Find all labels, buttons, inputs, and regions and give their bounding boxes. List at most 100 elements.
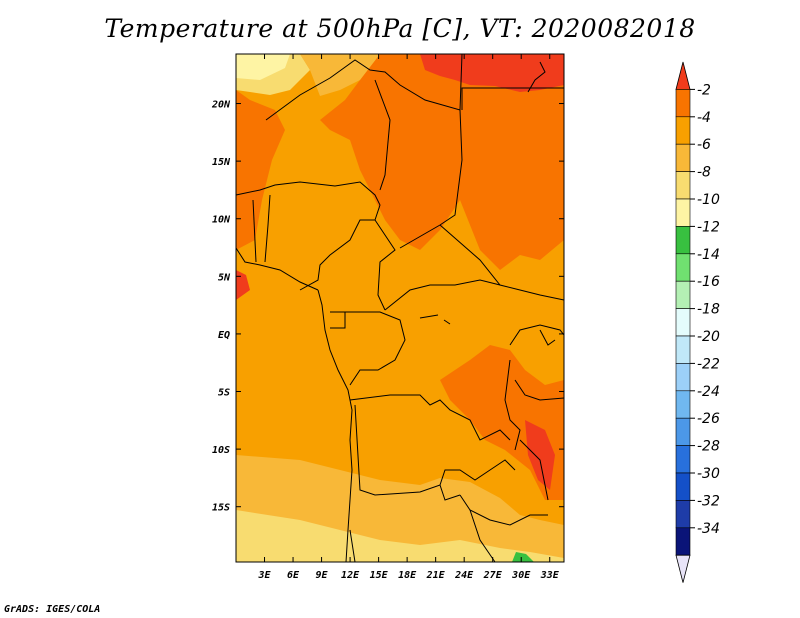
colorbar-segment: [675, 500, 691, 529]
field-hot-se: [525, 420, 555, 490]
border-botswana: [469, 509, 496, 563]
colorbar-label: -30: [697, 466, 720, 482]
lat-tick-label: 5S: [218, 388, 230, 399]
lon-tick-label: 24E: [454, 570, 474, 581]
border-gabon-congo: [345, 311, 406, 386]
grads-credit: GrADS: IGES/COLA: [4, 604, 101, 615]
border-uganda-kenya: [509, 324, 565, 346]
border-benin-nigeria: [264, 194, 271, 263]
colorbar-segment: [675, 89, 691, 118]
colorbar-label: -12: [697, 219, 720, 235]
map-title: Temperature at 500hPa [C], VT: 202008201…: [104, 14, 696, 43]
lat-tick-label: EQ: [218, 330, 230, 341]
border-zimbabwe: [459, 494, 548, 526]
border-namibia-sa: [349, 529, 356, 563]
latitude-ticks: 20N 15N 10N 5N EQ 5S 10S 15S: [211, 100, 564, 514]
lon-tick-label: 9E: [316, 570, 329, 581]
field-warm-north: [320, 54, 564, 270]
country-borders: [235, 53, 565, 563]
lon-tick-label: 33E: [540, 570, 560, 581]
colorbar-label: -32: [697, 493, 720, 509]
lon-tick-label: 3E: [257, 570, 271, 581]
colorbar-segment: [675, 527, 691, 556]
river-congo: [419, 314, 451, 325]
colorbar-segment: [675, 253, 691, 282]
colorbar-label: -18: [697, 302, 720, 318]
atlantic-coast: [317, 289, 353, 563]
border-libya-algeria: [265, 53, 463, 121]
colorbar-segment: [675, 308, 691, 337]
colorbar-segment: [675, 226, 691, 255]
colorbar-label: -6: [697, 137, 711, 153]
border-tanzania: [514, 379, 565, 401]
colorbar-cap-top: [675, 61, 691, 90]
field-cooler-nw: [236, 54, 290, 80]
border-togo: [252, 199, 257, 263]
border-niger-chad: [374, 79, 391, 191]
lon-tick-label: 6E: [287, 570, 300, 581]
lat-tick-label: 15N: [212, 157, 231, 168]
lon-tick-label: 30E: [511, 570, 531, 581]
field-cold-spot: [512, 552, 534, 562]
longitude-ticks: 3E 6E 9E 12E 15E 18E 21E 24E 27E 30E 33E: [257, 54, 560, 581]
lon-tick-label: 15E: [370, 570, 389, 581]
colorbar-label: -8: [697, 165, 711, 181]
colorbar-segment: [675, 417, 691, 446]
field-hot-west: [236, 270, 250, 300]
colorbar-cap-bottom: [675, 554, 691, 583]
colorbar-label: -24: [697, 384, 720, 400]
colorbar-segment: [675, 363, 691, 392]
colorbar-label: -28: [697, 439, 720, 455]
border-car-drc: [384, 279, 501, 311]
colorbar-label: -16: [697, 274, 720, 290]
border-nigeria-cameroon: [299, 219, 375, 291]
temperature-field: [236, 54, 564, 562]
colorbar-label: -22: [697, 356, 720, 372]
border-lakes: [504, 359, 521, 451]
gulf-of-guinea-coast: [235, 247, 319, 291]
lon-tick-label: 18E: [398, 570, 417, 581]
lat-tick-label: 10N: [212, 215, 231, 226]
lat-tick-label: 10S: [212, 445, 230, 456]
border-malawi: [519, 439, 549, 501]
red-sea-coast: [527, 61, 546, 93]
colorbar-label: -4: [697, 110, 711, 126]
colorbar-segment: [675, 390, 691, 419]
border-angola-namibia: [354, 404, 461, 501]
colorbar-segment: [675, 445, 691, 474]
border-drc-angola: [349, 394, 511, 441]
colorbar-segment: [675, 171, 691, 200]
lon-tick-label: 27E: [483, 570, 503, 581]
colorbar-label: -14: [697, 247, 720, 263]
border-zambia: [439, 459, 516, 486]
lon-tick-label: 21E: [426, 570, 446, 581]
lake-victoria: [539, 329, 556, 346]
lat-tick-label: 5N: [218, 272, 231, 283]
field-warm-west: [236, 90, 285, 250]
colorbar-segment: [675, 335, 691, 364]
border-sudan-south: [439, 224, 565, 301]
map-frame: [235, 53, 565, 563]
field-mild-north: [300, 54, 380, 96]
border-chad-car: [374, 219, 396, 311]
field-cool-south: [236, 510, 564, 562]
border-chad-sudan: [399, 109, 463, 249]
colorbar-segment: [675, 280, 691, 309]
field-hot-north: [420, 54, 564, 92]
lon-tick-label: 12E: [341, 570, 360, 581]
colorbar-segment: [675, 143, 691, 172]
colorbar-segment: [675, 198, 691, 227]
colorbar-label: -26: [697, 411, 720, 427]
colorbar-segment: [675, 472, 691, 501]
colorbar-label: -10: [697, 192, 720, 208]
colorbar-label: -2: [697, 82, 711, 98]
lat-tick-label: 20N: [211, 100, 231, 111]
colorbar: -2 -4 -6 -8 -10 -12 -14 -16 -18 -20 -22 -24 -26 -28 -3…: [675, 61, 720, 583]
colorbar-label: -34: [697, 521, 720, 537]
lat-tick-label: 15S: [212, 503, 230, 514]
border-eq-guinea: [330, 311, 346, 329]
border-niger-nigeria: [235, 181, 381, 221]
colorbar-label: -20: [697, 329, 720, 345]
